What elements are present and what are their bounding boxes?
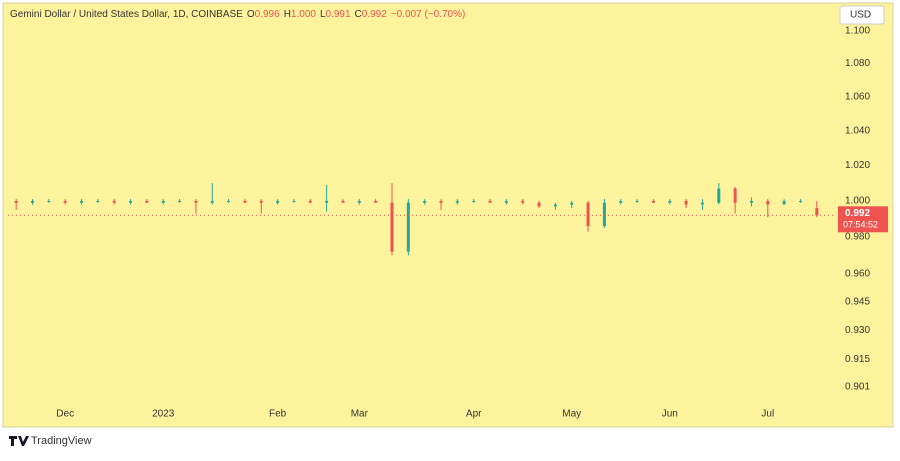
candle-body [504,200,508,203]
x-tick-label: May [562,409,581,420]
candle-body [602,202,606,227]
candle-body [161,200,165,203]
x-tick-label: Mar [351,409,369,420]
y-tick-label: 1.000 [845,196,870,207]
y-tick-label: 1.060 [845,92,870,103]
candle-body [31,200,35,203]
candle-body [651,200,655,203]
last-price-box [838,206,888,233]
candle-body [798,200,802,202]
candle-body [325,200,329,203]
candle-body [521,200,525,203]
x-tick-label: Feb [269,409,287,420]
candle-body [292,200,296,202]
candle-body [112,200,116,203]
candle-body [63,200,67,203]
brand: TradingView [31,435,92,447]
candle-body [423,200,427,203]
candle-body [210,200,214,203]
y-tick-label: 1.020 [845,160,870,171]
ohlc-key: O [247,9,255,20]
candle-body [276,200,280,203]
last-price: 0.992 [845,208,870,219]
x-tick-label: Jul [761,409,774,420]
candle-body [635,200,639,202]
x-tick-label: Jun [662,409,678,420]
y-tick-label: 0.930 [845,325,870,336]
candle-body [308,200,312,203]
legend: Gemini Dollar / United States Dollar, 1D… [10,9,465,20]
candle-body [815,208,819,216]
candle-body [227,200,231,202]
y-tick-label: 0.945 [845,297,870,308]
currency-box[interactable] [839,5,885,25]
countdown: 07:54:52 [843,220,878,230]
candle-body [455,200,459,203]
candle-body [96,200,100,202]
change: −0.007 (−0.70%) [391,9,466,20]
x-tick-label: Dec [56,409,74,420]
candle-body [390,202,394,252]
candle-body [374,200,378,203]
x-tick-label: Apr [466,409,482,420]
candle-body [14,200,18,203]
candle-body [553,204,557,207]
candle-body [749,200,753,203]
candle-body [782,200,786,205]
candle-body [47,200,51,202]
candle-body [570,202,574,205]
candle-body [341,200,345,203]
candle-body [488,200,492,203]
candle-body [259,200,263,203]
currency[interactable]: USD [850,10,871,21]
ohlc-value: 1.000 [291,9,316,20]
candle-body [129,200,133,203]
x-tick-label: 2023 [152,409,175,420]
y-tick-label: 0.960 [845,268,870,279]
tv-logo [9,436,29,446]
candle-body [472,200,476,202]
ohlc-value: 0.996 [255,9,280,20]
candle-body [406,202,410,252]
y-tick-label: 0.901 [845,382,870,393]
ohlc-key: H [284,9,291,20]
ohlc-value: 0.992 [362,9,387,20]
y-tick-label: 0.980 [845,232,870,243]
candle-body [700,202,704,205]
candle-body [537,202,541,207]
y-tick-label: 1.100 [845,25,870,36]
symbol: Gemini Dollar / United States Dollar, 1D… [10,9,243,20]
candle-body [717,188,721,203]
candle-body [668,200,672,203]
y-tick-label: 1.040 [845,126,870,137]
candle-body [619,200,623,203]
candle-body [586,202,590,227]
candle-body [357,200,361,203]
candle-body [145,200,149,203]
ohlc-key: L [320,9,326,20]
ohlc-value: 0.991 [326,9,351,20]
y-tick-label: 0.915 [845,354,870,365]
candle-body [243,200,247,203]
candle-body [684,200,688,205]
candle-body [194,200,198,203]
candle-body [766,200,770,205]
y-tick-label: 1.080 [845,58,870,69]
candle-body [733,188,737,203]
candle-body [439,200,443,203]
candle-body [80,200,84,203]
candle-body [178,200,182,202]
ohlc-key: C [355,9,362,20]
